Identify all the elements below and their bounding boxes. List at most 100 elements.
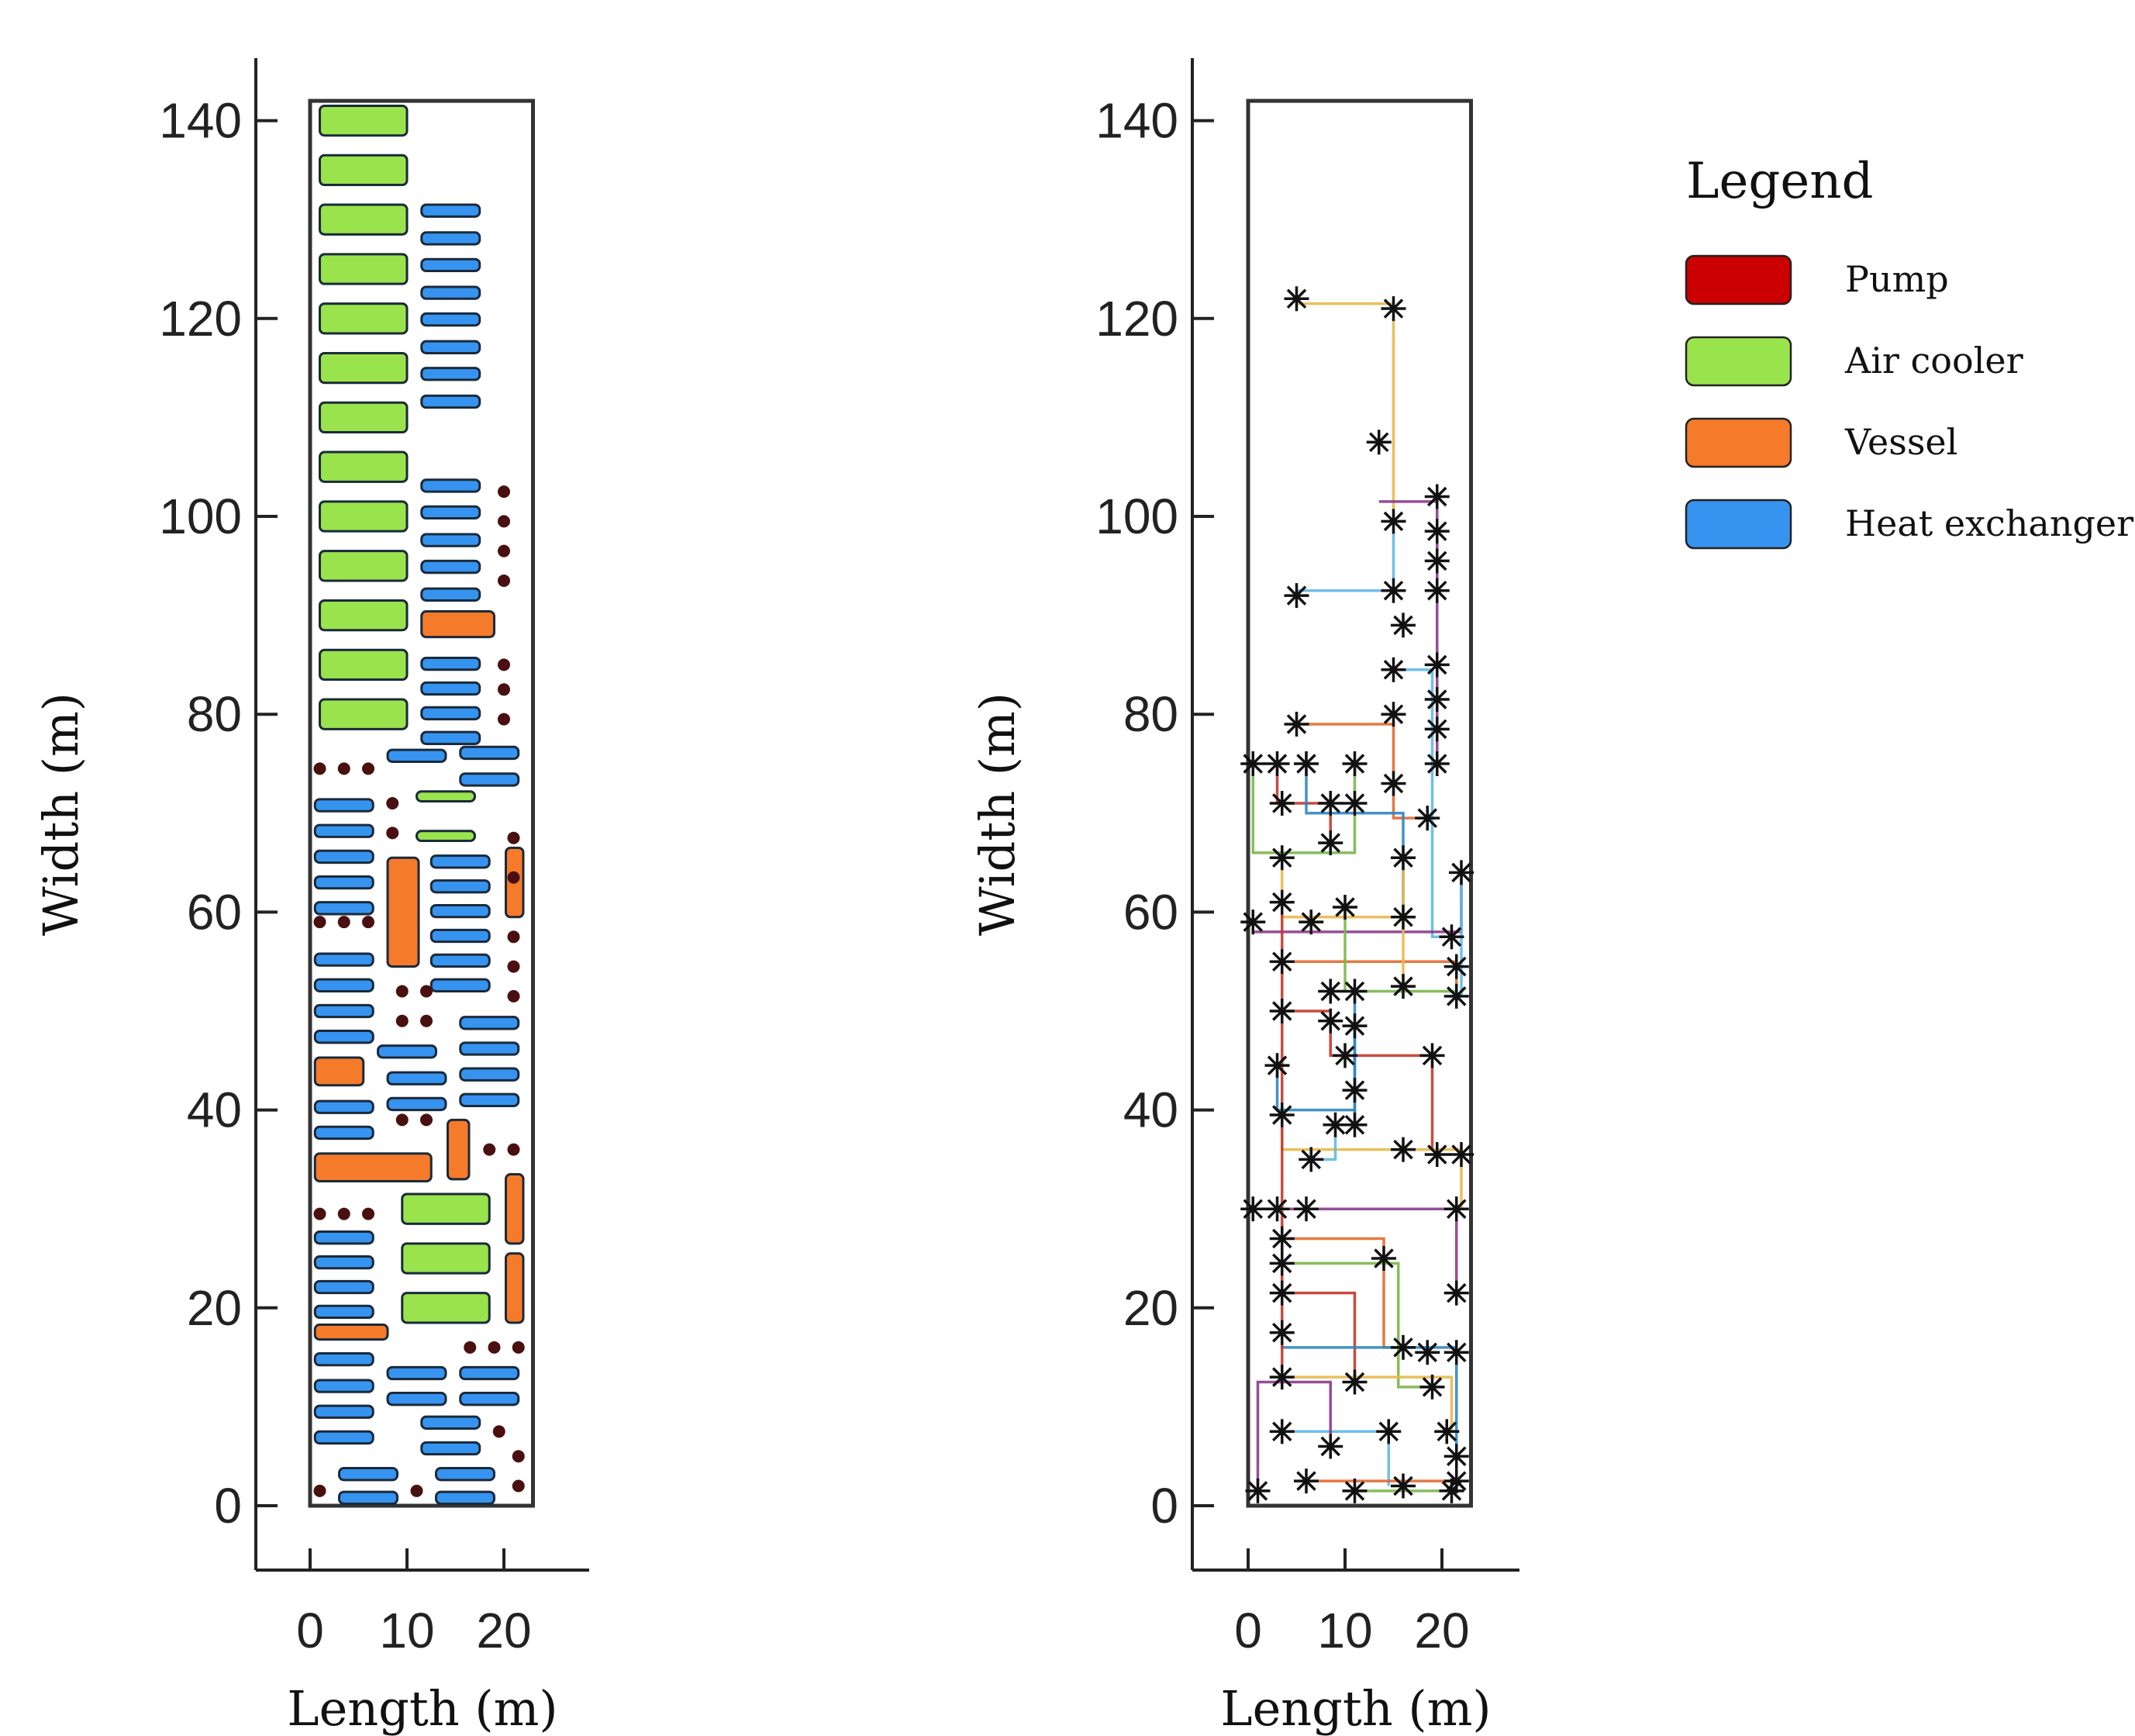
legend-swatch <box>1685 254 1792 305</box>
heat-exchanger-unit <box>313 1030 374 1044</box>
pump-unit <box>498 683 510 696</box>
connection-node-marker <box>1449 1142 1474 1168</box>
pipe-route <box>1296 521 1395 592</box>
connection-node-marker <box>1424 519 1450 544</box>
heat-exchanger-unit <box>420 559 481 575</box>
connection-node-marker <box>1269 845 1295 871</box>
connection-node-marker <box>1391 1473 1416 1499</box>
connection-node-marker <box>1284 286 1309 312</box>
right-y-axis-label: Width (m) <box>969 692 1026 936</box>
pump-unit <box>313 762 326 775</box>
left-y-tick-label: 120 <box>159 291 242 347</box>
heat-exchanger-unit <box>420 312 481 327</box>
pipe-route <box>1281 1291 1357 1382</box>
right-x-tick-label: 20 <box>1414 1603 1469 1658</box>
connection-node-marker <box>1391 974 1416 999</box>
connection-node-marker <box>1294 1196 1319 1222</box>
connection-node-marker <box>1443 954 1469 979</box>
connection-node-marker <box>1439 924 1464 950</box>
heat-exchanger-unit <box>429 953 491 968</box>
pump-unit <box>395 1113 409 1127</box>
connection-node-marker <box>1439 1478 1464 1503</box>
air-cooler-unit <box>319 599 409 632</box>
pump-unit <box>492 1425 505 1438</box>
pump-unit <box>488 1341 501 1354</box>
connection-node-marker <box>1424 578 1450 603</box>
heat-exchanger-unit <box>435 1467 495 1482</box>
heat-exchanger-unit <box>313 1125 374 1141</box>
heat-exchanger-unit <box>429 879 491 894</box>
air-cooler-unit <box>319 253 409 285</box>
heat-exchanger-unit <box>459 1067 520 1082</box>
right-y-tick-label: 80 <box>1123 686 1178 742</box>
heat-exchanger-unit <box>313 849 374 865</box>
heat-exchanger-unit <box>459 772 520 787</box>
connection-node-marker <box>1371 1246 1396 1271</box>
left-y-axis-label: Width (m) <box>33 692 89 936</box>
left-y-tick-label: 80 <box>187 686 242 742</box>
pump-unit <box>420 985 433 998</box>
pump-unit <box>337 762 350 775</box>
connection-node-marker <box>1381 509 1406 534</box>
pump-unit <box>464 1341 477 1354</box>
connection-node-marker <box>1443 1469 1469 1494</box>
pump-unit <box>313 916 326 929</box>
left-y-tick-label: 140 <box>159 93 242 149</box>
heat-exchanger-unit <box>313 1304 374 1320</box>
connection-node-marker <box>1424 652 1450 678</box>
connection-node-marker <box>1443 1280 1469 1306</box>
left-y-tick-label: 40 <box>187 1082 242 1138</box>
pump-unit <box>512 1450 525 1463</box>
heat-exchanger-unit <box>429 928 491 944</box>
pump-unit <box>507 989 520 1003</box>
connection-node-marker <box>1294 751 1319 776</box>
pump-unit <box>337 916 350 929</box>
heat-exchanger-unit <box>313 1351 374 1367</box>
heat-exchanger-unit <box>420 730 481 745</box>
connection-node-marker <box>1318 791 1343 816</box>
right-x-tick-label: 0 <box>1234 1603 1262 1658</box>
connection-node-marker <box>1333 1043 1357 1068</box>
pump-unit <box>362 916 374 929</box>
pump-unit <box>386 797 399 810</box>
heat-exchanger-unit <box>420 533 481 547</box>
heat-exchanger-unit <box>420 367 481 381</box>
connection-node-marker <box>1415 1340 1440 1365</box>
air-cooler-unit <box>319 698 409 730</box>
legend-label: Air cooler <box>1844 340 2023 381</box>
pipe-route <box>1296 302 1395 522</box>
heat-exchanger-unit <box>377 1044 437 1059</box>
pipe-route <box>1251 764 1357 854</box>
air-cooler-unit <box>319 648 409 682</box>
connection-node-marker <box>1419 1374 1445 1399</box>
heat-exchanger-unit <box>420 1415 481 1430</box>
connection-node-marker <box>1318 830 1343 856</box>
heat-exchanger-unit <box>420 706 481 721</box>
air-cooler-unit <box>401 1192 491 1225</box>
air-cooler-unit <box>416 830 476 843</box>
pump-unit <box>313 1484 326 1497</box>
pump-unit <box>337 1207 350 1220</box>
legend-label: Pump <box>1845 258 1949 300</box>
connection-node-marker <box>1381 702 1406 727</box>
pump-unit <box>512 1341 525 1354</box>
connection-node-marker <box>1269 1320 1295 1345</box>
connection-node-marker <box>1434 1419 1460 1444</box>
heat-exchanger-unit <box>429 978 491 992</box>
left-y-tick-label: 20 <box>187 1280 242 1336</box>
vessel-unit <box>505 1173 525 1245</box>
heat-exchanger-unit <box>459 745 520 761</box>
connection-node-marker <box>1381 578 1406 603</box>
connection-node-marker <box>1376 1419 1402 1444</box>
connection-node-marker <box>1415 806 1440 831</box>
air-cooler-unit <box>319 351 409 385</box>
heat-exchanger-unit <box>313 901 374 916</box>
connection-node-marker <box>1342 1078 1368 1103</box>
connection-node-marker <box>1294 1469 1319 1494</box>
connection-node-marker <box>1342 1478 1368 1503</box>
connection-node-marker <box>1342 1112 1368 1137</box>
connection-node-marker <box>1424 751 1450 776</box>
connection-node-marker <box>1240 1196 1266 1222</box>
air-cooler-unit <box>319 500 409 533</box>
heat-exchanger-unit <box>420 394 481 409</box>
